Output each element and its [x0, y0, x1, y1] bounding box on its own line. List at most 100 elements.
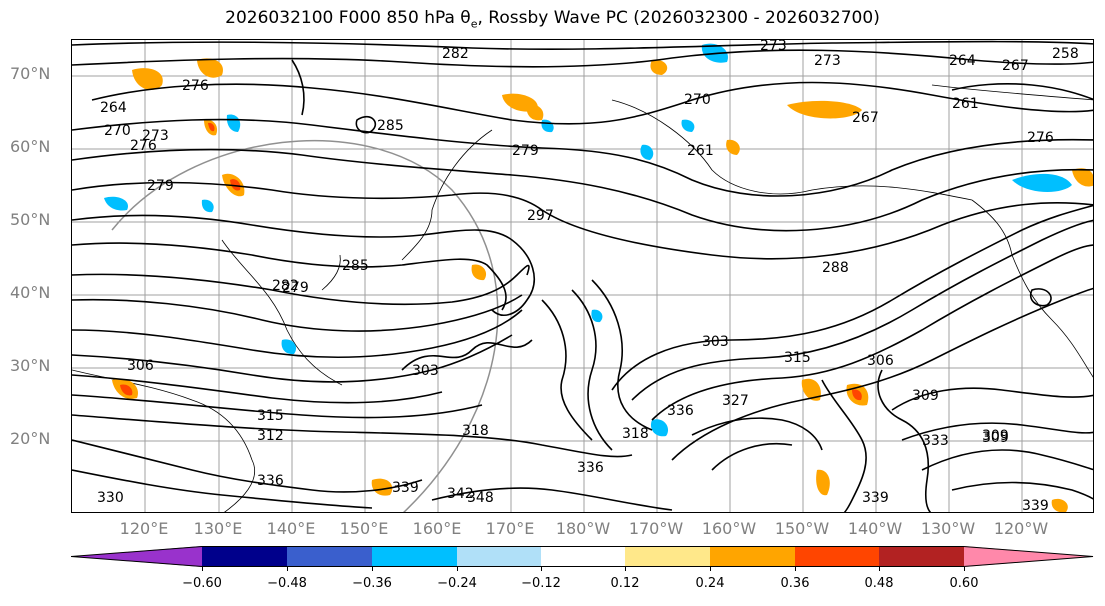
colorbar-segment	[795, 546, 879, 567]
contour-label: 288	[822, 260, 849, 276]
contour-label: 315	[784, 350, 811, 366]
colorbar-segment	[541, 546, 625, 567]
contour-label: 348	[467, 490, 494, 506]
contour-label: 327	[722, 393, 749, 409]
contour-label: 273	[814, 53, 841, 69]
lat-label-60n: 60°N	[10, 137, 51, 156]
lon-label-160w: 160°W	[701, 519, 757, 538]
lat-label-30n: 30°N	[10, 356, 51, 375]
contour-label: 264	[949, 53, 976, 69]
lon-label-150e: 150°E	[339, 519, 389, 538]
colorbar-tickmark	[625, 567, 626, 571]
lat-label-20n: 20°N	[10, 429, 51, 448]
colorbar-tick-label: 0.48	[864, 576, 894, 591]
contour-label: 273	[760, 40, 787, 54]
contour-label: 261	[687, 143, 714, 159]
colorbar-tickmark	[202, 567, 203, 571]
contour-label: 285	[342, 258, 369, 274]
colorbar-tickmark	[457, 567, 458, 571]
contour-label: 279	[512, 143, 539, 159]
contour-label: 267	[852, 110, 879, 126]
contour-label: 333	[922, 433, 949, 449]
contour-label: 276	[182, 78, 209, 94]
contour-label: 279	[282, 280, 309, 296]
colorbar-segment	[710, 546, 795, 567]
contour-label: 285	[377, 118, 404, 134]
contour-label: 312	[257, 428, 284, 444]
contour-label: 297	[527, 208, 554, 224]
theta-e-contours	[72, 40, 1093, 512]
colorbar-tick-label: −0.48	[267, 576, 307, 591]
colorbar-segment	[879, 546, 964, 567]
contour-label: 309	[912, 388, 939, 404]
colorbar-segment	[372, 546, 457, 567]
contour-label: 339	[392, 480, 419, 496]
colorbar-tick-label: −0.12	[521, 576, 561, 591]
colorbar-segment	[457, 546, 541, 567]
contour-label: 330	[97, 490, 124, 506]
contour-label: 309	[982, 430, 1009, 446]
contour-label: 270	[684, 92, 711, 108]
contour-label: 276	[1027, 130, 1054, 146]
contour-label: 303	[702, 334, 729, 350]
contour-label: 306	[127, 358, 154, 374]
lon-label-170w: 170°W	[628, 519, 684, 538]
contour-label: 276	[130, 138, 157, 154]
lon-label-120e: 120°E	[119, 519, 169, 538]
colorbar-tick-label: −0.24	[437, 576, 477, 591]
colorbar	[71, 546, 1094, 567]
colorbar-segment	[964, 546, 1094, 567]
colorbar-tickmark	[964, 567, 965, 571]
lat-label-70n: 70°N	[10, 64, 51, 83]
contour-label: 261	[952, 96, 979, 112]
colorbar-tickmark	[879, 567, 880, 571]
lat-label-40n: 40°N	[10, 283, 51, 302]
contour-label: 336	[667, 403, 694, 419]
coastlines	[72, 84, 1093, 512]
contour-label: 336	[577, 460, 604, 476]
contour-label: 282	[272, 278, 299, 294]
contour-label: 267	[1002, 58, 1029, 74]
lon-label-160e: 160°E	[412, 519, 462, 538]
contour-label: 273	[142, 128, 169, 144]
contour-label: 309	[982, 428, 1009, 444]
colorbar-segment	[202, 546, 287, 567]
map-canvas: 282 273 273 264 258 276 264 270 276 273 …	[72, 40, 1093, 512]
colorbar-tick-label: 0.12	[610, 576, 640, 591]
contour-label: 336	[257, 473, 284, 489]
contour-label: 282	[442, 46, 469, 62]
contour-label: 303	[412, 363, 439, 379]
contour-label: 339	[862, 490, 889, 506]
contour-label: 264	[100, 100, 127, 116]
colorbar-segment	[625, 546, 710, 567]
colorbar-tick-label: 0.60	[949, 576, 979, 591]
contour-label: 258	[1052, 46, 1079, 62]
colorbar-segment	[71, 546, 202, 567]
colorbar-tickmark	[541, 567, 542, 571]
contour-label: 318	[622, 426, 649, 442]
lon-label-150w: 150°W	[774, 519, 830, 538]
contour-label: 270	[104, 123, 131, 139]
colorbar-tick-label: 0.24	[695, 576, 725, 591]
map-title: 2026032100 F000 850 hPa θe, Rossby Wave …	[225, 8, 880, 31]
contour-label: 279	[147, 178, 174, 194]
lon-label-180w: 180°W	[555, 519, 611, 538]
contour-label: 342	[447, 486, 474, 502]
lon-label-120w: 120°W	[993, 519, 1049, 538]
lat-label-50n: 50°N	[10, 210, 51, 229]
colorbar-tick-label: −0.60	[182, 576, 222, 591]
contour-label: 318	[462, 423, 489, 439]
contour-label: 315	[257, 408, 284, 424]
colorbar-tickmark	[287, 567, 288, 571]
map-panel: 282 273 273 264 258 276 264 270 276 273 …	[71, 39, 1094, 513]
colorbar-tick-label: 0.36	[780, 576, 810, 591]
lon-label-140w: 140°W	[847, 519, 903, 538]
colorbar-tickmark	[372, 567, 373, 571]
lon-label-130e: 130°E	[193, 519, 243, 538]
colorbar-tickmark	[795, 567, 796, 571]
graticule	[72, 40, 1093, 512]
colorbar-outline	[71, 546, 1094, 567]
lon-label-170e: 170°E	[485, 519, 535, 538]
contour-label: 306	[867, 353, 894, 369]
lon-label-130w: 130°W	[920, 519, 976, 538]
